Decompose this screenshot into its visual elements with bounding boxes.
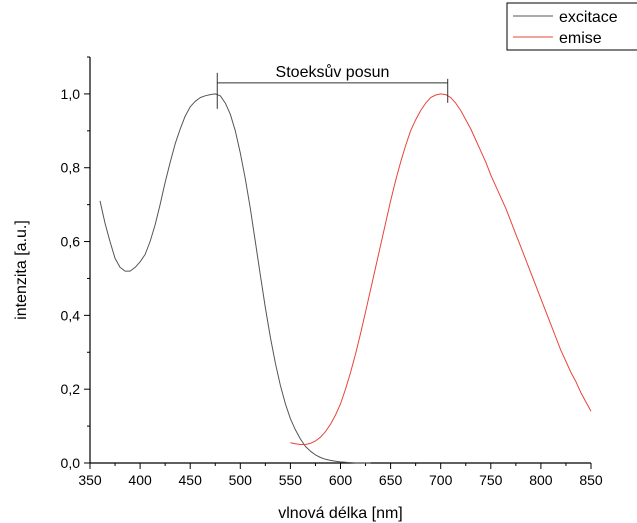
legend-label-excitace: excitace bbox=[559, 9, 618, 26]
axes: 350 400 450 500 550 600 650 700 750 800 850 0,0 0,2 0… bbox=[61, 56, 603, 488]
series-line-excitace bbox=[99, 93, 371, 464]
x-tick-label: 750 bbox=[479, 472, 503, 488]
annotation-layer: Stoeksův posun bbox=[216, 63, 449, 109]
y-tick-label: 0,6 bbox=[61, 234, 81, 250]
legend: excitace emise bbox=[506, 2, 637, 51]
y-tick-label: 0,8 bbox=[61, 160, 81, 176]
x-tick-label: 650 bbox=[379, 472, 403, 488]
y-tick-label: 0,2 bbox=[61, 381, 81, 397]
x-tick-label: 400 bbox=[128, 472, 152, 488]
x-tick-label: 500 bbox=[229, 472, 253, 488]
y-axis-title: intenzita [a.u.] bbox=[13, 220, 30, 320]
legend-box bbox=[506, 2, 637, 51]
y-tick-label: 0,0 bbox=[61, 455, 81, 471]
x-axis-title: vlnová délka [nm] bbox=[278, 505, 403, 522]
shift-label: Stoeksův posun bbox=[276, 63, 390, 81]
series-layer bbox=[99, 93, 592, 464]
x-tick-label: 850 bbox=[579, 472, 603, 488]
legend-label-emise: emise bbox=[559, 30, 602, 47]
x-tick-label: 450 bbox=[179, 472, 203, 488]
series-line-emise bbox=[290, 93, 592, 445]
y-tick-label: 0,4 bbox=[61, 307, 81, 323]
x-tick-label: 700 bbox=[429, 472, 453, 488]
x-tick-label: 600 bbox=[329, 472, 353, 488]
x-tick-label: 350 bbox=[78, 472, 102, 488]
x-tick-label: 800 bbox=[529, 472, 553, 488]
y-tick-label: 1,0 bbox=[61, 86, 81, 102]
x-tick-label: 550 bbox=[279, 472, 303, 488]
